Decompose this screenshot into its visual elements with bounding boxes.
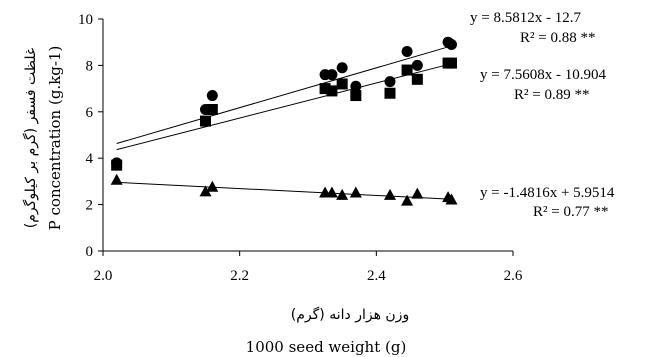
point-triangle xyxy=(401,194,414,206)
annotations: y = 8.5812x - 12.7 R² = 0.88 ** y = 7.56… xyxy=(22,10,615,356)
trendline-triangle xyxy=(116,181,452,200)
point-circle xyxy=(411,59,423,71)
point-circle xyxy=(206,90,218,102)
y-tick-label: 2 xyxy=(86,198,94,214)
point-square xyxy=(326,85,338,97)
axes xyxy=(98,18,514,256)
point-circle xyxy=(446,39,457,51)
point-square xyxy=(411,73,423,85)
point-square xyxy=(350,90,362,102)
equation-circle: y = 8.5812x - 12.7 xyxy=(470,10,581,26)
point-circle xyxy=(350,80,362,92)
r2-circle: R² = 0.88 ** xyxy=(520,30,595,46)
point-triangle xyxy=(384,188,396,200)
r2-square: R² = 0.89 ** xyxy=(514,87,589,103)
y-tick-label: 6 xyxy=(86,105,94,121)
trendlines xyxy=(116,45,452,200)
point-triangle xyxy=(336,188,349,200)
y-tick-label: 8 xyxy=(86,58,94,74)
point-square xyxy=(206,103,218,115)
point-triangle xyxy=(325,186,338,198)
point-square xyxy=(319,83,331,95)
r2-triangle: R² = 0.77 ** xyxy=(533,204,608,220)
trendline-circle xyxy=(116,45,452,144)
y-axis-label: P concentration (g.kg-1) xyxy=(46,46,64,231)
x-tick-label: 2.4 xyxy=(367,268,386,284)
point-square xyxy=(446,57,457,69)
point-triangle xyxy=(110,173,123,185)
point-circle xyxy=(384,76,396,88)
point-square xyxy=(200,115,211,127)
equation-square: y = 7.5608x - 10.904 xyxy=(480,67,606,83)
point-square xyxy=(401,64,413,76)
point-square xyxy=(111,159,123,171)
x-tick-label: 2.6 xyxy=(504,268,523,284)
point-circle xyxy=(401,45,413,57)
point-square xyxy=(384,87,396,99)
point-triangle xyxy=(206,180,219,192)
point-square xyxy=(336,78,348,90)
x-axis-label-persian: وزن هزار دانه (گرم) xyxy=(291,306,409,323)
equation-triangle: y = -1.4816x + 5.9514 xyxy=(480,185,615,201)
point-circle xyxy=(336,62,348,74)
y-tick-label: 4 xyxy=(86,151,94,167)
point-triangle xyxy=(411,187,424,199)
point-circle xyxy=(326,69,338,81)
y-axis-label-persian: غلظت فسفر (گرم بر کیلوگرم) xyxy=(22,48,39,228)
x-tick-label: 2.0 xyxy=(94,268,113,284)
point-triangle xyxy=(199,185,212,197)
x-axis-label: 1000 seed weight (g) xyxy=(246,338,407,356)
point-triangle xyxy=(349,186,362,198)
tick-labels: 0 2 4 6 8 10 2.0 2.2 2.4 2.6 xyxy=(78,12,523,284)
y-tick-label: 0 xyxy=(86,244,94,260)
data-points xyxy=(110,36,458,206)
trendline-square xyxy=(116,63,452,151)
point-triangle xyxy=(445,193,458,205)
x-tick-label: 2.2 xyxy=(230,268,249,284)
y-tick-label: 10 xyxy=(78,12,93,28)
